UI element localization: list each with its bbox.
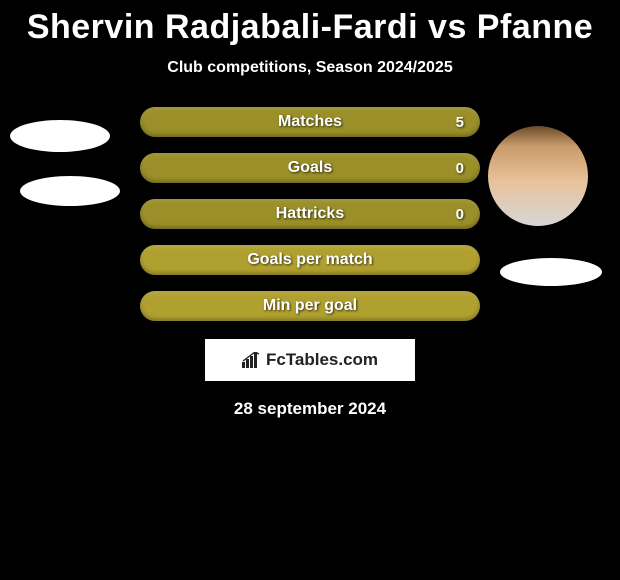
- player2-avatar-placeholder: [500, 258, 602, 286]
- stat-label: Goals per match: [247, 251, 372, 269]
- stat-bar-goals: Goals 0: [140, 153, 480, 183]
- stat-bar-matches: Matches 5: [140, 107, 480, 137]
- player2-avatar: [488, 126, 588, 226]
- player1-avatar-placeholder-1: [10, 120, 110, 152]
- stat-label: Matches: [278, 113, 342, 131]
- stat-bar-min-per-goal: Min per goal: [140, 291, 480, 321]
- player1-avatar-placeholder-2: [20, 176, 120, 206]
- bar-chart-icon: [242, 352, 262, 368]
- generation-date: 28 september 2024: [0, 399, 620, 419]
- fctables-logo: FcTables.com: [205, 339, 415, 381]
- stat-value: 0: [456, 206, 464, 223]
- stat-label: Min per goal: [263, 297, 357, 315]
- stat-value: 0: [456, 160, 464, 177]
- stat-label: Goals: [288, 159, 332, 177]
- stat-label: Hattricks: [276, 205, 344, 223]
- logo-text: FcTables.com: [266, 350, 378, 370]
- page-title: Shervin Radjabali-Fardi vs Pfanne: [0, 0, 620, 47]
- stat-value: 5: [456, 114, 464, 131]
- stat-bar-goals-per-match: Goals per match: [140, 245, 480, 275]
- subtitle: Club competitions, Season 2024/2025: [0, 59, 620, 77]
- stat-bar-hattricks: Hattricks 0: [140, 199, 480, 229]
